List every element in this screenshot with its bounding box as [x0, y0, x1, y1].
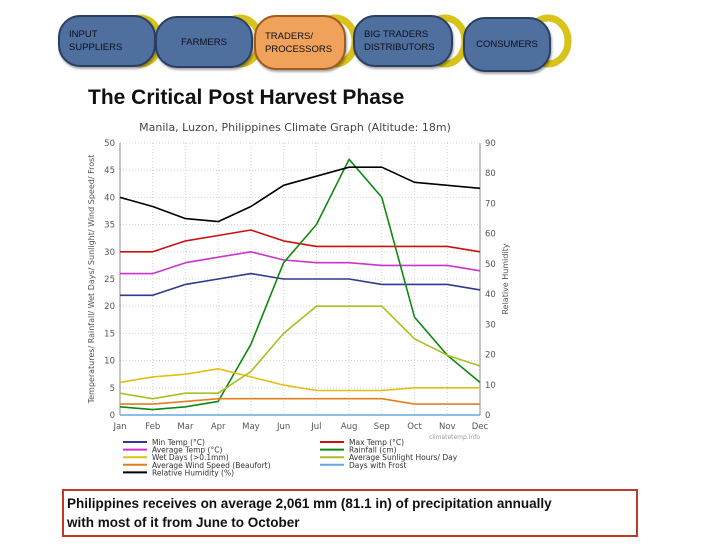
y-tick-label: 15	[104, 329, 115, 339]
x-tick-label: Apr	[211, 422, 226, 432]
chain-node-2: FARMERS	[155, 16, 253, 68]
x-tick-label: Nov	[439, 422, 456, 432]
legend-label: Average Temp (°C)	[152, 446, 222, 455]
x-tick-label: Sep	[374, 422, 390, 432]
x-tick-label: Dec	[472, 422, 489, 432]
chain-node-1-line-2: SUPPLIERS	[69, 42, 123, 53]
note-line-1: Philippines receives on average 2,061 mm…	[67, 496, 552, 511]
legend-label: Relative Humidity (%)	[152, 468, 234, 477]
x-tick-label: Feb	[145, 422, 160, 432]
legend-label: Average Sunlight Hours/ Day	[349, 453, 458, 462]
chart-credit: climatetemp.info	[429, 434, 480, 441]
y2-tick-label: 80	[485, 169, 496, 179]
y2-tick-label: 10	[485, 381, 496, 391]
chain-node-3-line-2: PROCESSORS	[265, 43, 333, 55]
y2-tick-label: 30	[485, 320, 496, 330]
chain-node-4-line-2: DISTRIBUTORS	[364, 42, 435, 53]
slide-title: The Critical Post Harvest Phase	[88, 86, 405, 109]
chain-node-3: TRADERS/PROCESSORS	[254, 15, 346, 70]
x-tick-label: Mar	[177, 422, 194, 432]
series-line-3	[120, 251, 481, 275]
series-line-7	[120, 397, 480, 405]
y-tick-label: 10	[104, 357, 115, 367]
chain-node-1-line-1: INPUT	[69, 29, 98, 40]
y-tick-label: 5	[110, 384, 115, 394]
series-line-9	[119, 166, 481, 223]
legend-label: Days with Frost	[349, 461, 407, 470]
y2-tick-label: 0	[485, 411, 490, 421]
series-line-4	[119, 158, 481, 411]
y-tick-label: 30	[104, 248, 115, 258]
series-line-6	[119, 305, 481, 400]
legend-label: Min Temp (°C)	[152, 438, 205, 447]
y-tick-label: 20	[104, 302, 115, 312]
y-tick-label: 45	[104, 166, 115, 176]
y-tick-label: 25	[104, 275, 115, 285]
y2-tick-label: 20	[485, 351, 496, 361]
chart-title: Manila, Luzon, Philippines Climate Graph…	[139, 121, 451, 134]
legend-label: Wet Days (>0.1mm)	[152, 453, 229, 462]
legend-label: Max Temp (°C)	[349, 438, 404, 447]
x-tick-label: Oct	[407, 422, 422, 432]
legend-label: Rainfall (cm)	[349, 446, 397, 455]
x-tick-label: Jan	[112, 422, 126, 432]
precipitation-note: Philippines receives on average 2,061 mm…	[62, 489, 638, 537]
legend-label: Average Wind Speed (Beaufort)	[152, 461, 271, 470]
x-tick-label: Aug	[341, 422, 358, 432]
y-tick-label: 40	[104, 193, 115, 203]
y-tick-label: 0	[110, 411, 115, 421]
chain-node-4: BIG TRADERS DISTRIBUTORS	[353, 15, 453, 67]
y2-axis-label: Relative Humidity	[501, 243, 510, 314]
y2-tick-label: 90	[485, 139, 496, 149]
x-tick-label: May	[242, 422, 260, 432]
note-line-2: with most of it from June to October	[67, 515, 300, 530]
series-line-2	[120, 229, 481, 253]
x-tick-label: Jul	[310, 422, 321, 432]
y2-tick-label: 60	[485, 230, 496, 240]
series-line-5	[119, 368, 480, 392]
y2-tick-label: 70	[485, 199, 496, 209]
climate-chart: Manila, Luzon, Philippines Climate Graph…	[87, 121, 510, 477]
x-tick-label: Jun	[276, 422, 290, 432]
chain-node-2-line-1: FARMERS	[181, 36, 227, 48]
series-line-1	[120, 272, 481, 297]
chain-node-4-line-1: BIG TRADERS	[364, 29, 429, 40]
y-axis-label: Temperatures/ Rainfall/ Wet Days/ Sunlig…	[87, 155, 96, 405]
y2-tick-label: 40	[485, 290, 496, 300]
y2-tick-label: 50	[485, 260, 496, 270]
y-tick-label: 50	[104, 139, 115, 149]
y-tick-label: 35	[104, 221, 115, 231]
chain-node-5: CONSUMERS	[463, 17, 551, 72]
chain-node-3-line-1: TRADERS/	[265, 30, 314, 42]
chain-node-1: INPUT SUPPLIERS	[58, 15, 156, 67]
chain-node-5-line-1: CONSUMERS	[476, 39, 538, 50]
